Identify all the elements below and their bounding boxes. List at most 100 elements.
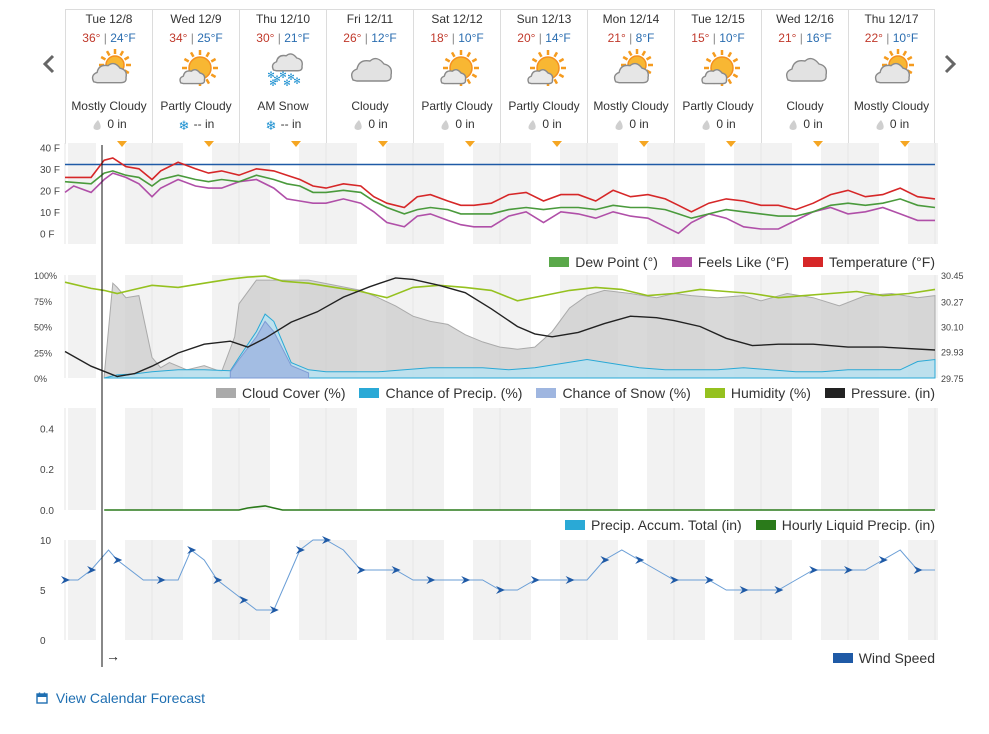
legend-item[interactable]: Dew Point (°): [549, 254, 658, 270]
legend-item[interactable]: Wind Speed: [832, 650, 935, 666]
daily-forecast-strip: Tue 12/8 36° | 24°F Mostly Cloudy 0 in Wed 1…: [65, 9, 935, 149]
night-band: [212, 143, 242, 244]
night-band: [560, 143, 590, 244]
day-temps: 34° | 25°F: [153, 31, 239, 45]
wind-direction-marker: [295, 546, 305, 554]
precip-y-tick: 0.2: [40, 465, 54, 476]
wind-direction-marker: [87, 566, 97, 574]
precip-value: 0 in: [716, 117, 736, 131]
precip-amount: 0 in: [849, 117, 934, 131]
chevron-left-icon[interactable]: [38, 52, 60, 76]
precip-value: -- in: [280, 117, 302, 131]
night-band: [155, 540, 183, 640]
legend-item[interactable]: Pressure. (in): [824, 385, 935, 401]
mostly-cloudy-icon: [613, 49, 653, 84]
condition-text: Mostly Cloudy: [853, 99, 930, 113]
temp-separator: |: [448, 31, 459, 45]
day-column[interactable]: Mon 12/14 21° | 8°F Mostly Cloudy 0 in: [587, 10, 674, 149]
series-line: [64, 277, 936, 378]
wind-direction-marker: [496, 586, 505, 594]
precip-value: 0 in: [455, 117, 475, 131]
night-band: [299, 408, 329, 510]
high-temp: 15°: [691, 31, 710, 45]
wind-direction-marker: [213, 576, 223, 584]
condition-text: Partly Cloudy: [421, 99, 493, 113]
high-temp: 20°: [517, 31, 536, 45]
legend-item[interactable]: Hourly Liquid Precip. (in): [755, 517, 935, 533]
night-band: [416, 540, 444, 640]
temp-separator: |: [625, 31, 636, 45]
rain-drop-icon: [876, 120, 884, 130]
condition-text: AM Snow: [257, 99, 309, 113]
chevron-right-icon[interactable]: [939, 52, 961, 76]
day-column[interactable]: Wed 12/16 21° | 16°F Cloudy 0 in: [761, 10, 848, 149]
day-temps: 20° | 14°F: [501, 31, 587, 45]
precip-legend: Precip. Accum. Total (in) Hourly Liquid P…: [551, 517, 935, 533]
high-temp: 26°: [343, 31, 362, 45]
wind-y-tick: 10: [40, 536, 52, 547]
svg-text:✻: ✻: [269, 78, 277, 88]
day-column[interactable]: Tue 12/15 15° | 10°F Partly Cloudy 0 in: [674, 10, 761, 149]
temp-y-tick: 20 F: [40, 186, 60, 197]
svg-text:✻: ✻: [273, 74, 281, 84]
condition-text: Cloudy: [786, 99, 824, 113]
svg-text:✻: ✻: [267, 70, 275, 80]
svg-text:✻: ✻: [279, 70, 287, 80]
humidity-y-tick: 50%: [34, 323, 52, 333]
current-time-arrow: →: [106, 648, 120, 664]
day-column[interactable]: Sat 12/12 18° | 10°F Partly Cloudy 0 in: [413, 10, 500, 149]
legend-item[interactable]: Humidity (%): [704, 385, 811, 401]
night-band: [329, 540, 357, 640]
day-column[interactable]: Tue 12/8 36° | 24°F Mostly Cloudy 0 in: [65, 10, 152, 149]
night-band: [242, 408, 270, 510]
view-calendar-forecast-link[interactable]: View Calendar Forecast: [36, 690, 205, 706]
temp-separator: |: [274, 31, 285, 45]
day-name: Tue 12/8: [85, 12, 133, 26]
wind-direction-marker: [913, 566, 923, 574]
night-band: [155, 143, 183, 244]
night-band: [821, 540, 851, 640]
pressure-y-tick: 30.10: [941, 323, 964, 333]
humidity-y-tick: 75%: [34, 297, 52, 307]
night-band: [212, 408, 242, 510]
svg-text:✻: ✻: [293, 76, 301, 86]
day-column[interactable]: Thu 12/17 22° | 10°F Mostly Cloudy 0 in: [848, 10, 935, 149]
legend-item[interactable]: Cloud Cover (%): [216, 385, 345, 401]
wind-direction-marker: [269, 606, 279, 614]
snowflake-icon: ❄: [178, 119, 189, 131]
night-band: [155, 275, 183, 378]
night-band: [125, 408, 155, 510]
pressure-y-tick: 29.75: [941, 374, 964, 384]
night-band: [647, 408, 677, 510]
night-band: [764, 143, 792, 244]
legend-item[interactable]: Feels Like (°F): [671, 254, 789, 270]
cloudy-icon: [350, 57, 392, 82]
day-name: Wed 12/9: [170, 12, 222, 26]
precip-y-tick: 0.0: [40, 506, 54, 517]
rain-drop-icon: [615, 120, 623, 130]
sunset-icon: [552, 141, 562, 147]
day-name: Wed 12/16: [776, 12, 834, 26]
temp-y-tick: 30 F: [40, 165, 60, 176]
night-band: [212, 540, 242, 640]
wind-direction-marker: [809, 566, 819, 574]
day-column[interactable]: Fri 12/11 26° | 12°F Cloudy 0 in: [326, 10, 413, 149]
rain-drop-icon: [441, 120, 449, 130]
condition-text: Mostly Cloudy: [593, 99, 669, 113]
series-line: [65, 539, 935, 611]
legend-item[interactable]: Chance of Precip. (%): [359, 385, 522, 401]
wind-direction-marker: [600, 556, 610, 564]
wind-direction-marker: [635, 556, 645, 564]
legend-item[interactable]: Chance of Snow (%): [536, 385, 691, 401]
precip-amount: 0 in: [501, 117, 587, 131]
day-column[interactable]: Thu 12/10 30° | 21°F ✻ ✻ ✻ ✻ ✻ ✻ ✻ AM Snow ❄ -- in: [239, 10, 326, 149]
sunset-icon: [117, 141, 127, 147]
wind-direction-marker: [565, 576, 575, 584]
day-column[interactable]: Sun 12/13 20° | 14°F Partly Cloudy 0 in: [500, 10, 587, 149]
legend-item[interactable]: Precip. Accum. Total (in): [565, 517, 742, 533]
legend-item[interactable]: Temperature (°F): [803, 254, 935, 270]
day-name: Fri 12/11: [346, 12, 394, 26]
series-line: [64, 170, 936, 220]
legend-swatch: [824, 388, 845, 398]
wind-direction-marker: [322, 536, 331, 544]
